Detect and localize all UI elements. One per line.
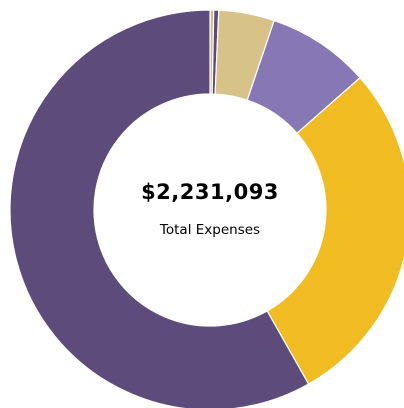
total-expenses-value: $2,231,093 [141, 180, 279, 204]
donut-slice-5 [266, 76, 404, 385]
donut-slice-6 [9, 9, 310, 408]
total-expenses-caption: Total Expenses [159, 222, 261, 238]
